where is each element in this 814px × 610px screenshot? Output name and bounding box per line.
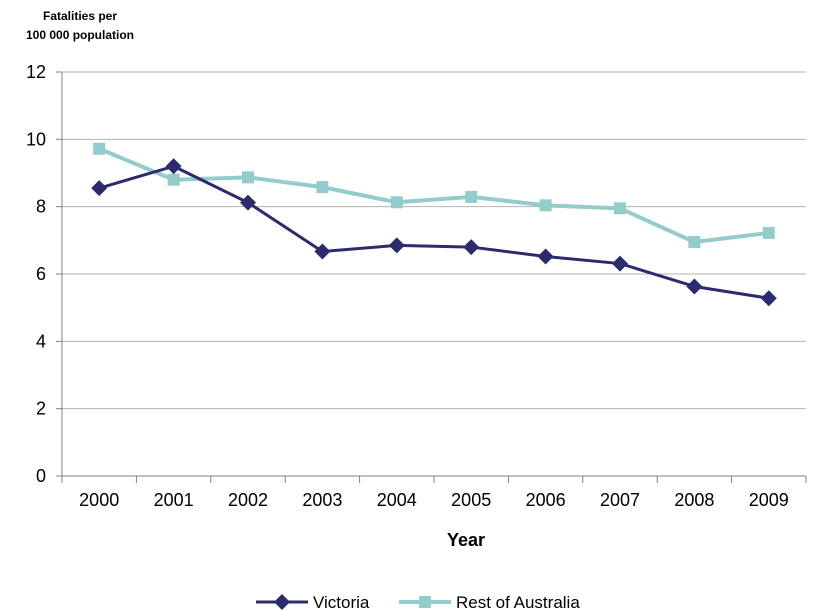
x-tick-label: 2009: [749, 490, 789, 510]
series-line: [98, 146, 770, 245]
data-point: [614, 202, 626, 215]
x-tick-label: 2004: [377, 490, 417, 510]
data-point: [612, 255, 628, 272]
x-axis-ticks: 2000 2001 2002 2003 2004 2005 2006 2007 2008 2009: [61, 476, 807, 510]
data-point: [167, 173, 180, 186]
legend-item-victoria: Victoria: [256, 593, 370, 610]
data-point: [688, 236, 701, 249]
data-point: [760, 290, 777, 307]
y-tick-label: 8: [36, 197, 46, 217]
y-tick-label: 12: [26, 62, 46, 82]
data-point: [463, 239, 480, 256]
legend-label: Victoria: [313, 593, 370, 610]
x-tick-label: 2002: [228, 490, 268, 510]
series-rest-of-australia: [93, 142, 775, 249]
data-point: [314, 243, 331, 260]
y-tick-label: 4: [36, 331, 46, 351]
data-point: [539, 199, 552, 212]
x-tick-label: 2008: [674, 490, 714, 510]
data-point: [316, 181, 329, 194]
x-tick-label: 2007: [600, 490, 640, 510]
data-point: [686, 278, 703, 295]
series-group: [91, 142, 777, 307]
data-point: [537, 248, 554, 265]
data-point: [91, 180, 108, 197]
y-axis-ticks: 0 2 4 6 8 10 12: [26, 62, 62, 486]
y-tick-label: 10: [26, 129, 46, 149]
x-axis-title: Year: [447, 530, 485, 550]
y-tick-label: 6: [36, 264, 46, 284]
data-point: [165, 158, 182, 175]
x-tick-label: 2001: [154, 490, 194, 510]
legend: Victoria Rest of Australia: [256, 593, 580, 610]
data-point: [465, 190, 478, 203]
x-tick-label: 2005: [451, 490, 491, 510]
x-tick-label: 2003: [302, 490, 342, 510]
x-tick-label: 2000: [79, 490, 119, 510]
y-tick-label: 0: [36, 466, 46, 486]
legend-item-rest-of-australia: Rest of Australia: [399, 593, 580, 610]
legend-marker: [274, 594, 290, 610]
series-victoria: [91, 158, 777, 307]
legend-label: Rest of Australia: [456, 593, 580, 610]
data-point: [240, 194, 256, 211]
data-point: [93, 142, 106, 155]
data-point: [762, 226, 775, 239]
y-axis-label-line-1: Fatalities per: [43, 9, 117, 23]
x-tick-label: 2006: [526, 490, 566, 510]
data-point: [242, 171, 254, 184]
data-point: [390, 196, 403, 209]
series-line: [98, 164, 770, 300]
gridlines: [62, 71, 806, 410]
legend-marker: [419, 596, 431, 608]
data-point: [388, 237, 405, 254]
y-tick-label: 2: [36, 399, 46, 419]
y-axis-label-line-2: 100 000 population: [26, 28, 134, 42]
